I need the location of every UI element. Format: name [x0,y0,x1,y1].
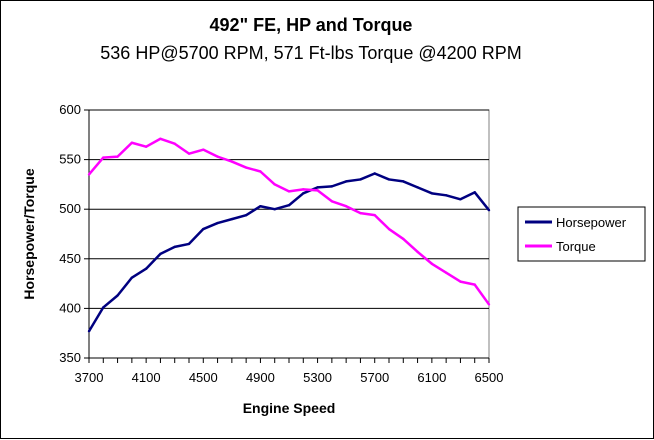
data-point-torque [473,283,476,286]
data-point-horsepower [316,186,319,189]
data-point-torque [230,160,234,163]
data-point-horsepower [202,227,205,231]
y-tick-label: 600 [59,102,81,117]
data-point-horsepower [302,192,305,195]
data-point-horsepower [444,194,448,197]
data-point-torque [344,205,348,208]
y-tick-label: 400 [59,300,81,315]
data-point-horsepower [373,172,376,175]
y-tick-label: 500 [59,201,81,216]
data-point-torque [244,166,248,169]
data-point-horsepower [259,205,262,208]
data-point-horsepower [430,192,434,195]
data-point-torque [187,152,191,155]
data-point-horsepower [459,198,462,201]
data-point-horsepower [287,204,291,207]
data-point-horsepower [87,330,91,333]
data-point-torque [130,141,134,144]
data-point-torque [173,142,176,145]
data-point-horsepower [387,178,391,181]
data-point-torque [159,137,162,140]
data-point-torque [330,200,334,203]
data-point-horsepower [230,217,234,221]
data-point-torque [116,155,119,158]
x-tick-label: 3700 [75,370,104,385]
series-layer [87,137,491,333]
x-tick-label: 5700 [360,370,389,385]
legend: Horsepower Torque [517,206,646,262]
data-point-torque [216,155,219,158]
axis-layer [84,109,490,363]
data-point-horsepower [273,208,276,211]
chart-subtitle: 536 HP@5700 RPM, 571 Ft-lbs Torque @4200… [100,43,521,63]
x-tick-label: 4500 [189,370,218,385]
data-point-horsepower [244,213,248,217]
data-point-torque [359,211,362,215]
legend-torque-label: Torque [556,239,596,254]
data-point-horsepower [402,180,405,183]
data-point-torque [430,262,434,265]
data-point-horsepower [116,294,119,297]
x-tick-label: 4900 [246,370,275,385]
data-point-horsepower [416,186,419,189]
x-tick-label: 5300 [303,370,332,385]
data-point-torque [316,189,319,192]
data-point-horsepower [487,208,491,212]
data-point-horsepower [473,191,476,194]
chart-title: 492" FE, HP and Torque [210,15,413,35]
data-point-horsepower [187,242,191,246]
data-point-torque [87,173,91,176]
data-point-horsepower [102,306,105,309]
x-tick-label: 6500 [475,370,504,385]
data-point-torque [144,145,148,148]
data-point-horsepower [359,178,362,181]
data-point-torque [444,271,448,274]
legend-box [517,206,646,262]
x-tick-label: 4100 [132,370,161,385]
plot-area [88,109,490,359]
y-tick-label: 550 [59,152,81,167]
data-point-torque [259,170,262,173]
data-point-torque [416,250,419,254]
data-point-torque [487,303,491,306]
data-point-horsepower [344,180,348,183]
y-axis-title: Horsepower/Torque [21,168,37,299]
x-tick-label: 6100 [417,370,446,385]
data-point-torque [373,213,376,217]
data-point-torque [387,227,391,231]
data-point-torque [302,188,305,191]
data-point-torque [402,237,405,241]
data-point-horsepower [144,267,148,270]
data-point-horsepower [130,276,134,279]
data-point-torque [459,280,462,283]
y-tick-label: 350 [59,350,81,365]
data-point-horsepower [216,221,219,225]
data-point-torque [273,183,276,186]
data-point-horsepower [159,252,162,256]
data-point-horsepower [173,245,176,249]
data-point-torque [287,190,291,193]
x-axis-title: Engine Speed [243,400,336,416]
tick-label-layer: 350 400 450 500 550 600 3700 4100 4500 4900 5300 57… [59,102,503,385]
data-point-horsepower [330,185,334,188]
data-point-torque [102,156,105,159]
legend-horsepower-label: Horsepower [556,215,627,230]
data-point-torque [202,148,205,151]
y-tick-label: 450 [59,251,81,266]
